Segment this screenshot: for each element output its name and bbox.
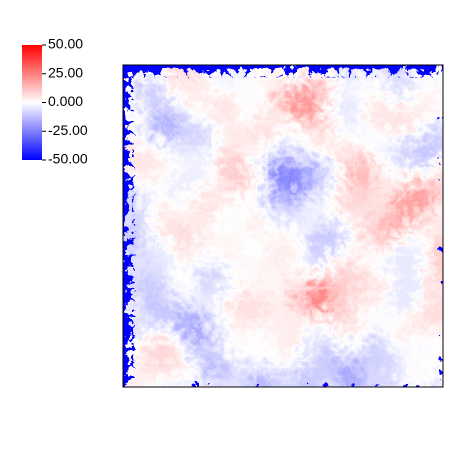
colorbar-tick-label: -25.00 xyxy=(48,122,88,138)
colorbar-tick-label: 25.00 xyxy=(48,64,83,80)
plot-frame xyxy=(122,64,444,388)
colorbar-tick-label: -50.00 xyxy=(48,151,88,167)
field-image xyxy=(123,65,443,387)
colorbar-tick-label: 0.000 xyxy=(48,93,83,109)
colorbar xyxy=(22,45,42,160)
colorbar-tick-label: 50.00 xyxy=(48,36,83,52)
